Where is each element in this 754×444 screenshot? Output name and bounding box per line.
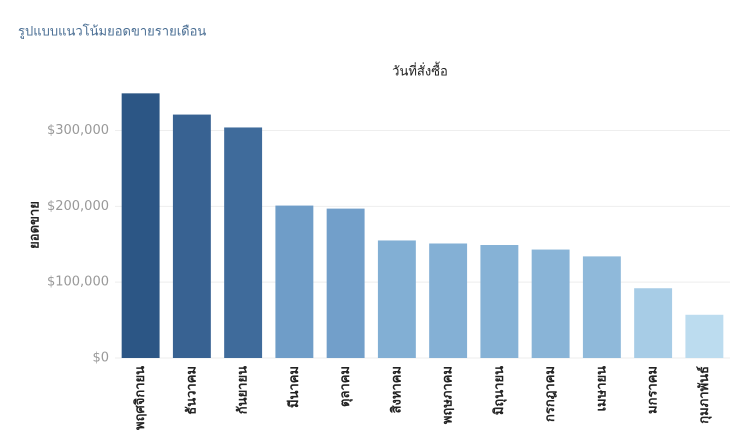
bar: [429, 243, 468, 358]
x-tick-label: กุมภาพันธ์: [696, 366, 712, 424]
y-tick-label: $0: [92, 351, 109, 366]
x-tick-label: มีนาคม: [286, 366, 302, 408]
x-tick-label: มิถุนายน: [492, 366, 507, 415]
bar: [480, 245, 519, 358]
bar: [377, 240, 416, 358]
x-tick-label: พฤษภาคม: [441, 366, 456, 424]
y-axis-label: ยอดขาย: [28, 201, 43, 249]
x-tick-label: มกราคม: [646, 366, 661, 414]
bar: [685, 314, 724, 358]
x-tick-label: ตุลาคม: [338, 366, 353, 407]
x-tick-label: กันยายน: [236, 366, 251, 414]
x-axis-label: วันที่สั่งซื้อ: [392, 62, 448, 80]
chart-title: รูปแบบแนวโน้มยอดขายรายเดือน: [18, 24, 206, 40]
x-tick-label: กรกฎาคม: [543, 366, 558, 422]
y-tick-label: $200,000: [47, 199, 109, 214]
x-tick-label: พฤศจิกายน: [133, 366, 148, 430]
x-tick-label: เมษายน: [594, 366, 609, 411]
bar: [634, 288, 673, 358]
bar: [172, 114, 211, 358]
x-tick-label: สิงหาคม: [389, 366, 404, 413]
bar: [582, 256, 621, 358]
x-tick-label: ธันวาคม: [184, 366, 199, 415]
bar: [531, 249, 570, 358]
y-tick-label: $100,000: [47, 275, 109, 290]
bar: [224, 127, 263, 358]
bar: [326, 208, 365, 358]
bar: [121, 93, 160, 358]
bar: [275, 205, 314, 358]
y-tick-label: $300,000: [47, 123, 109, 138]
